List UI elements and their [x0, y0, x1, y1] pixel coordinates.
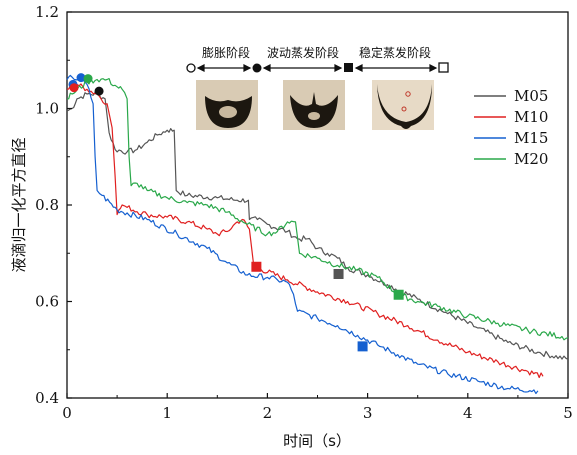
stage-label-expansion: 膨胀阶段 [202, 45, 250, 60]
peak-marker-circle [69, 83, 79, 93]
x-tick-label: 0 [62, 404, 72, 422]
stage-marker-square-m15 [357, 341, 368, 352]
marker-layer [68, 73, 404, 352]
stage-marker-square-m10 [251, 261, 262, 272]
stage-end-open-square [438, 62, 449, 73]
y-tick-label: 0.6 [35, 293, 59, 311]
x-tick-label: 3 [363, 404, 373, 422]
x-axis-title: 时间（s） [283, 432, 351, 450]
x-tick-label: 4 [463, 404, 473, 422]
tick-layer: 0 1 2 3 4 5 0.4 0.6 0.8 1.0 1.2 [35, 3, 573, 422]
legend-label-m05: M05 [514, 87, 548, 105]
x-tick-label: 5 [563, 404, 573, 422]
series-line-m15 [66, 74, 539, 395]
x-tick-label: 2 [263, 404, 273, 422]
peak-marker-circle [83, 74, 93, 84]
stage-label-fluctuation: 波动蒸发阶段 [267, 45, 339, 60]
legend-label-m20: M20 [514, 150, 548, 168]
legend: M05 M10 M15 M20 [474, 87, 548, 168]
stage-arrows [196, 64, 438, 72]
series-line-m20 [67, 78, 569, 341]
stage-boundary-filled-square [344, 63, 353, 72]
stage-boundary-filled-circle [252, 63, 262, 73]
stage-marker-square-m05 [333, 268, 344, 279]
legend-label-m15: M15 [514, 129, 548, 147]
series-line-m10 [66, 83, 544, 379]
y-tick-label: 0.8 [35, 196, 59, 214]
droplet-image-stable [372, 80, 434, 130]
stage-start-open-circle [186, 63, 196, 73]
droplet-image-expansion [196, 80, 258, 130]
legend-label-m10: M10 [514, 108, 548, 126]
x-tick-label: 1 [162, 404, 172, 422]
peak-marker-circle [94, 86, 104, 96]
y-axis-title: 液滴归一化平方直径 [10, 137, 28, 272]
peak-marker-circle [76, 73, 86, 83]
series-line-m05 [66, 91, 569, 360]
series-layer [66, 74, 569, 395]
stage-annotation: 膨胀阶段 波动蒸发阶段 稳定蒸发阶段 [186, 45, 449, 73]
y-tick-label: 1.2 [35, 3, 59, 21]
y-tick-label: 1.0 [35, 100, 59, 118]
droplet-image-fluctuation [283, 80, 345, 130]
stage-marker-square-m20 [393, 289, 404, 300]
stage-label-stable: 稳定蒸发阶段 [359, 45, 431, 60]
y-tick-label: 0.4 [35, 389, 59, 407]
